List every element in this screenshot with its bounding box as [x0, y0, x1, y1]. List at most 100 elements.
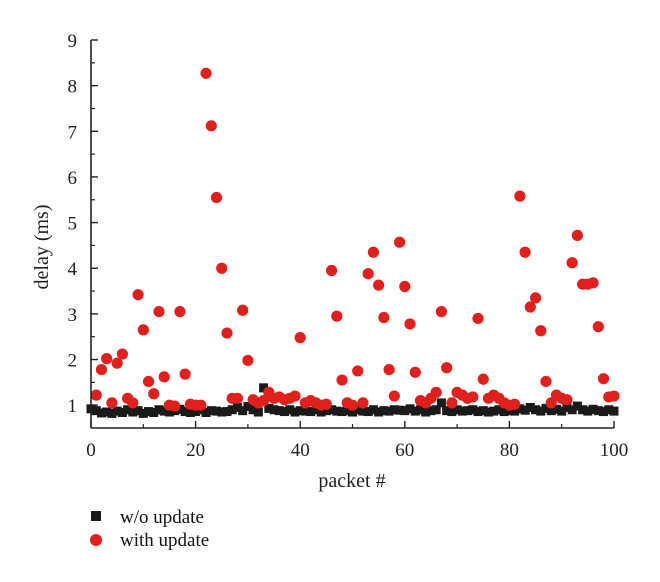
y-tick-label: 4 — [68, 259, 78, 280]
data-point-with-update — [331, 310, 343, 322]
data-point-wo-update — [389, 405, 399, 415]
data-point-wo-update — [447, 407, 457, 417]
data-point-wo-update — [269, 405, 279, 415]
data-point-with-update — [430, 386, 442, 398]
data-point-wo-update — [123, 405, 133, 415]
data-point-wo-update — [117, 407, 127, 417]
data-point-wo-update — [280, 407, 290, 417]
y-axis: 1 2 3 4 5 6 7 8 9 — [68, 31, 98, 428]
data-point-wo-update — [164, 407, 174, 417]
data-point-with-update — [153, 306, 165, 318]
data-point-wo-update — [426, 406, 436, 416]
data-point-wo-update — [415, 405, 425, 415]
data-point-wo-update — [342, 406, 352, 416]
data-point-wo-update — [133, 406, 143, 416]
data-point-with-update — [529, 292, 542, 304]
data-point-with-update — [289, 390, 301, 402]
data-point-with-update — [148, 388, 160, 400]
data-point-wo-update — [321, 406, 331, 416]
data-point-wo-update — [353, 405, 363, 415]
data-point-with-update — [132, 289, 144, 301]
data-point-wo-update — [217, 407, 227, 417]
data-point-with-update — [95, 363, 108, 376]
data-point-wo-update — [306, 407, 316, 417]
data-point-wo-update — [494, 405, 504, 415]
data-point-with-update — [179, 368, 191, 380]
data-point-wo-update — [510, 406, 520, 416]
data-point-with-update — [383, 363, 395, 376]
data-point-wo-update — [107, 408, 117, 418]
data-point-wo-update — [144, 407, 154, 417]
data-point-with-update — [587, 277, 599, 289]
x-axis-title: packet # — [318, 470, 385, 492]
data-point-wo-update — [431, 405, 441, 415]
data-point-wo-update — [154, 405, 164, 415]
data-point-wo-update — [536, 406, 546, 416]
data-point-with-update — [137, 324, 149, 336]
data-point-wo-update — [583, 406, 593, 416]
data-point-wo-update — [489, 406, 499, 416]
data-point-wo-update — [91, 406, 101, 416]
data-point-wo-update — [578, 405, 588, 415]
y-axis-title: delay (ms) — [31, 205, 53, 290]
x-tick-label: 60 — [395, 440, 414, 461]
data-point-wo-update — [609, 406, 619, 416]
data-point-wo-update — [599, 407, 609, 417]
data-point-with-update — [540, 375, 552, 388]
data-point-with-update — [200, 67, 212, 79]
data-point-with-update — [571, 229, 583, 241]
legend-label-wo-update: w/o update — [120, 507, 204, 528]
legend-label-with-update: with update — [120, 530, 209, 551]
data-point-wo-update — [468, 405, 478, 415]
data-point-wo-update — [327, 405, 337, 415]
data-point-wo-update — [311, 405, 321, 415]
data-point-wo-update — [191, 407, 201, 417]
y-tick-label: 1 — [68, 396, 78, 417]
data-point-wo-update — [227, 405, 237, 415]
data-point-with-update — [221, 327, 233, 339]
y-tick-label: 6 — [68, 168, 78, 189]
data-point-with-update — [592, 321, 604, 333]
data-point-wo-update — [363, 407, 373, 417]
data-point-with-update — [561, 394, 573, 406]
data-point-wo-update — [395, 405, 405, 415]
data-point-wo-update — [405, 404, 415, 414]
y-tick-label: 2 — [68, 351, 78, 372]
data-point-with-update — [524, 301, 536, 313]
y-tick-label: 9 — [68, 31, 78, 52]
data-point-wo-update — [264, 403, 274, 413]
data-point-wo-update — [410, 406, 420, 416]
data-point-with-update — [597, 373, 610, 385]
data-point-wo-update — [499, 407, 509, 417]
data-point-with-update — [205, 120, 217, 132]
data-point-with-update — [566, 257, 578, 269]
data-point-wo-update — [572, 401, 582, 411]
data-point-with-update — [90, 389, 102, 401]
data-point-wo-update — [212, 406, 222, 416]
data-point-wo-update — [102, 407, 112, 417]
data-point-wo-update — [222, 407, 232, 417]
data-point-wo-update — [546, 406, 556, 416]
data-point-wo-update — [400, 406, 410, 416]
data-point-wo-update — [557, 406, 567, 416]
data-point-with-update — [514, 190, 526, 202]
data-point-wo-update — [473, 407, 483, 417]
data-point-with-update — [242, 354, 254, 367]
data-point-wo-update — [358, 406, 368, 416]
x-axis: 0 20 40 60 80 100 — [86, 421, 628, 461]
x-tick-label: 100 — [600, 440, 629, 461]
data-point-wo-update — [348, 407, 357, 417]
data-point-wo-update — [232, 402, 242, 412]
data-point-wo-update — [253, 407, 263, 417]
data-point-with-update — [325, 264, 338, 277]
data-point-wo-update — [531, 405, 541, 415]
data-point-with-update — [257, 395, 270, 407]
data-point-wo-update — [180, 407, 190, 417]
data-point-with-update — [446, 397, 458, 409]
data-point-with-update — [472, 312, 484, 325]
data-point-with-update — [127, 397, 139, 409]
data-point-wo-update — [483, 407, 493, 417]
data-point-wo-update — [604, 405, 614, 415]
data-point-wo-update — [295, 406, 305, 416]
y-tick-label: 3 — [68, 305, 78, 326]
